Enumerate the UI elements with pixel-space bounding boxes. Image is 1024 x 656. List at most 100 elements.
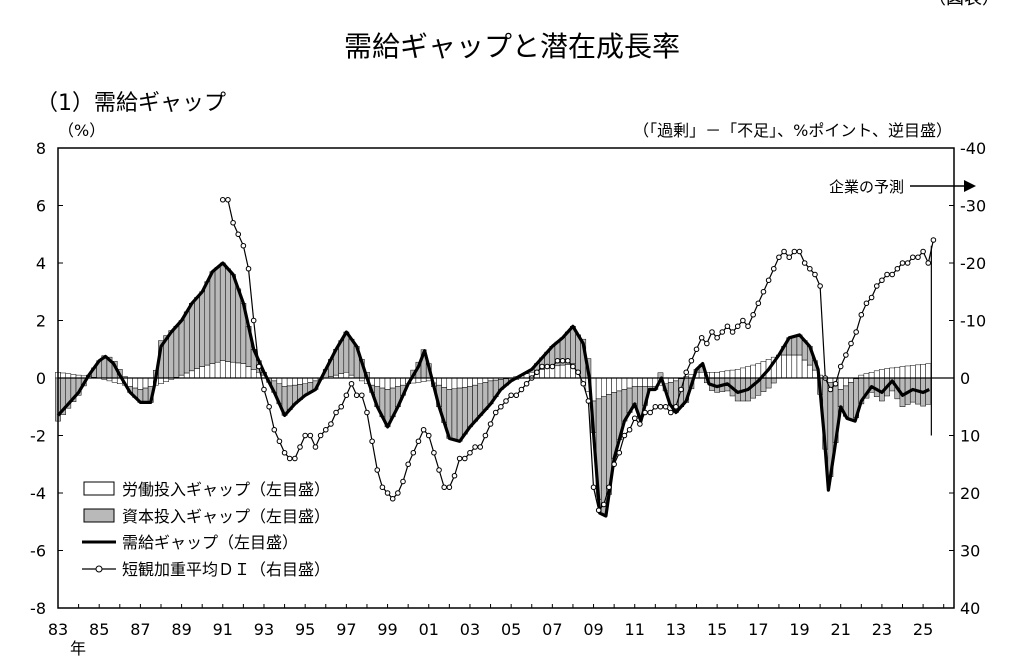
capital-bar bbox=[472, 384, 478, 422]
labor-bar bbox=[451, 377, 458, 390]
labor-bar bbox=[806, 364, 813, 379]
di-point bbox=[487, 421, 494, 427]
di-point bbox=[462, 455, 468, 462]
di-point bbox=[791, 248, 798, 255]
labor-bar bbox=[786, 354, 793, 379]
di-point bbox=[508, 392, 514, 399]
di-point bbox=[503, 398, 509, 404]
di-point bbox=[734, 323, 741, 330]
di-point bbox=[230, 219, 236, 226]
labor-bar bbox=[436, 377, 442, 386]
capital-bar bbox=[142, 387, 149, 403]
di-point bbox=[848, 340, 854, 347]
labor-bar bbox=[879, 369, 885, 379]
di-point bbox=[436, 467, 442, 473]
labor-bar bbox=[637, 377, 643, 387]
di-point bbox=[492, 409, 499, 416]
capital-bar bbox=[760, 377, 767, 392]
di-point bbox=[595, 507, 602, 514]
capital-bar bbox=[194, 297, 200, 369]
di-point bbox=[261, 386, 267, 393]
labor-bar bbox=[199, 366, 206, 379]
di-point bbox=[688, 357, 695, 364]
labor-bar bbox=[65, 373, 72, 379]
left-tick-label: 0 bbox=[36, 369, 46, 388]
di-point bbox=[899, 260, 906, 266]
labor-bar bbox=[750, 364, 756, 379]
di-point bbox=[760, 288, 767, 295]
x-tick-label: 23 bbox=[872, 620, 892, 639]
di-point bbox=[889, 271, 896, 278]
right-tick-label: -20 bbox=[960, 254, 986, 273]
di-point bbox=[302, 432, 308, 439]
capital-bar bbox=[173, 326, 180, 378]
di-point bbox=[884, 271, 890, 278]
labor-bar bbox=[446, 377, 453, 390]
di-point bbox=[673, 403, 679, 410]
di-point bbox=[338, 403, 345, 410]
di-point bbox=[724, 323, 731, 330]
labor-bar bbox=[147, 377, 154, 387]
labor-bar bbox=[559, 364, 566, 379]
labor-bar bbox=[235, 362, 242, 379]
legend: 労働投入ギャップ（左目盛） 資本投入ギャップ（左目盛） 需給ギャップ（左目盛） … bbox=[82, 480, 330, 579]
labor-bar bbox=[920, 364, 926, 379]
di-point bbox=[904, 260, 911, 266]
labor-bar bbox=[894, 366, 901, 379]
year-label: 年 bbox=[70, 639, 86, 656]
di-point bbox=[384, 490, 391, 496]
x-tick-label: 87 bbox=[130, 620, 150, 639]
capital-bar bbox=[219, 262, 226, 361]
labor-bar bbox=[626, 377, 633, 389]
capital-bar bbox=[199, 291, 206, 367]
capital-bar bbox=[183, 311, 190, 374]
di-point bbox=[827, 386, 834, 393]
di-point bbox=[389, 495, 396, 502]
labor-bar bbox=[379, 377, 386, 389]
labor-bar bbox=[482, 377, 489, 383]
di-point bbox=[369, 438, 375, 445]
di-point bbox=[235, 231, 242, 238]
di-point bbox=[642, 409, 648, 416]
di-point bbox=[225, 196, 231, 203]
labor-bar bbox=[189, 370, 195, 379]
labor-bar bbox=[307, 377, 314, 383]
di-point bbox=[482, 432, 489, 439]
di-point bbox=[786, 254, 793, 261]
x-tick-label: 05 bbox=[501, 620, 521, 639]
di-point bbox=[575, 369, 581, 376]
labor-bar bbox=[142, 377, 149, 389]
labor-bar bbox=[899, 366, 906, 379]
capital-bar bbox=[235, 288, 242, 364]
labor-bar bbox=[909, 365, 916, 379]
left-tick-label: -8 bbox=[30, 599, 46, 618]
di-point bbox=[755, 300, 762, 307]
left-tick-label: -6 bbox=[30, 542, 46, 561]
di-point bbox=[322, 426, 329, 433]
labor-bar bbox=[400, 377, 406, 386]
labor-bar bbox=[374, 377, 381, 387]
di-point bbox=[807, 265, 813, 272]
di-point bbox=[219, 196, 226, 203]
figure-title: 需給ギャップと潜在成長率 bbox=[344, 30, 680, 63]
labor-bar bbox=[889, 367, 896, 379]
di-point bbox=[611, 461, 617, 468]
di-point bbox=[498, 403, 504, 410]
labor-bar bbox=[389, 377, 396, 389]
labor-bar bbox=[111, 377, 118, 383]
di-point bbox=[256, 363, 262, 370]
x-tick-label: 83 bbox=[48, 620, 68, 639]
labor-bar bbox=[384, 377, 391, 390]
capital-bar bbox=[225, 268, 231, 362]
di-point bbox=[626, 426, 633, 433]
di-point bbox=[245, 265, 252, 272]
di-point bbox=[297, 444, 303, 450]
capital-bar bbox=[791, 336, 798, 356]
di-point bbox=[925, 260, 932, 266]
capital-bar bbox=[467, 386, 473, 428]
di-point bbox=[662, 403, 669, 410]
di-point bbox=[770, 265, 777, 272]
capital-bar bbox=[477, 383, 484, 416]
labor-bar bbox=[441, 377, 448, 388]
capital-bar bbox=[230, 274, 236, 363]
